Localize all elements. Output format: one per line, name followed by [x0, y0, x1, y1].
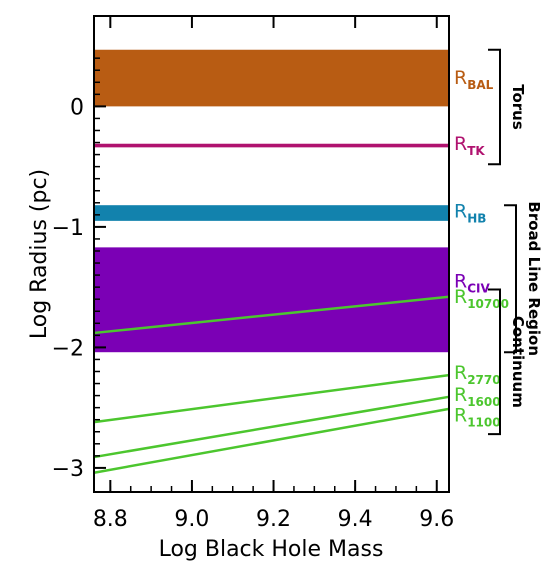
- line-r-1600: [93, 395, 450, 459]
- bracket-continuum: Continuum: [488, 288, 527, 436]
- label-r-1600-sub: 1600: [467, 395, 500, 409]
- label-r-hb: RHB: [454, 201, 486, 226]
- y-tick-label: 0: [70, 95, 84, 120]
- label-r-2770-sub: 2770: [467, 373, 500, 387]
- band-r-bal: [94, 49, 449, 107]
- line-r-10700: [93, 295, 450, 335]
- label-r-10700-main: R: [454, 286, 467, 308]
- label-r-tk: RTK: [454, 133, 485, 158]
- series-layer: [93, 295, 450, 474]
- band-r-civ: [94, 247, 449, 353]
- x-tick-label: 9.2: [256, 507, 291, 532]
- label-r-bal-main: R: [454, 67, 467, 89]
- band-r-tk: [94, 143, 449, 148]
- label-r-civ: RCIV: [454, 271, 490, 296]
- bracket-broad-line-region: Broad Line Region: [504, 201, 543, 356]
- bracket-line: [504, 204, 517, 354]
- plot-frame: [93, 15, 450, 493]
- y-tick-label: −1: [52, 216, 84, 241]
- label-r-bal-sub: BAL: [467, 78, 493, 92]
- bands-layer: [94, 49, 449, 353]
- label-r-10700: R10700: [454, 286, 509, 311]
- line-r-2770: [93, 373, 450, 424]
- label-r-2770-main: R: [454, 362, 467, 384]
- label-r-1100-main: R: [454, 404, 467, 426]
- x-tick-label: 9.6: [419, 507, 454, 532]
- y-tick-label: −3: [52, 457, 84, 482]
- label-r-1100: R1100: [454, 404, 501, 429]
- label-r-2770: R2770: [454, 362, 501, 387]
- label-r-hb-sub: HB: [467, 212, 486, 226]
- line-r-1100: [93, 407, 450, 474]
- label-r-tk-sub: TK: [467, 144, 485, 158]
- bracket-line: [488, 48, 501, 166]
- band-r-hb: [94, 205, 449, 221]
- x-tick-label: 9.0: [174, 507, 209, 532]
- bracket-label: Continuum: [509, 316, 527, 408]
- label-r-civ-sub: CIV: [467, 282, 490, 296]
- bracket-label: Torus: [509, 84, 527, 130]
- x-tick-label: 8.8: [93, 507, 128, 532]
- bracket-line: [488, 288, 501, 436]
- y-tick-label: −2: [52, 336, 84, 361]
- bracket-label: Broad Line Region: [525, 201, 543, 356]
- y-axis-title: Log Radius (pc): [27, 169, 52, 339]
- x-tick-label: 9.4: [338, 507, 373, 532]
- ticks-layer: 8.8 9.0 9.2 9.4 9.6 0 −1 −2 −3: [52, 16, 454, 532]
- label-r-1100-sub: 1100: [467, 415, 500, 429]
- label-r-tk-main: R: [454, 133, 467, 155]
- label-r-1600: R1600: [454, 384, 501, 409]
- label-r-bal: RBAL: [454, 67, 494, 92]
- x-axis-title: Log Black Hole Mass: [159, 537, 384, 562]
- bracket-torus: Torus: [488, 48, 527, 166]
- label-r-hb-main: R: [454, 201, 467, 223]
- label-r-10700-sub: 10700: [467, 297, 509, 311]
- label-r-civ-main: R: [454, 271, 467, 293]
- label-r-1600-main: R: [454, 384, 467, 406]
